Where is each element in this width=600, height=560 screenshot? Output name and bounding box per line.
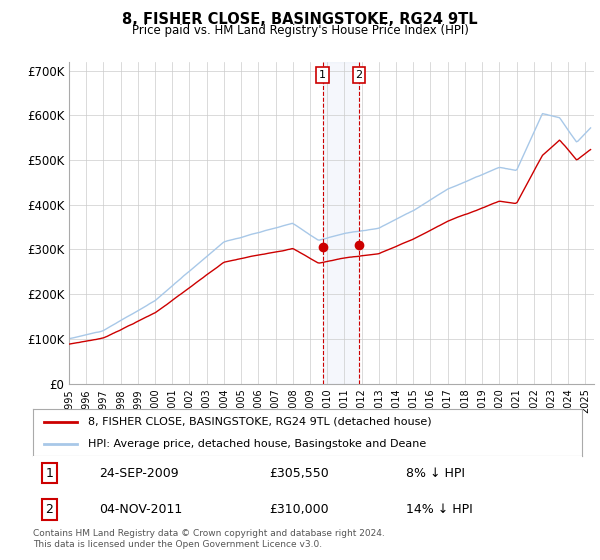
Text: 1: 1 xyxy=(46,466,53,480)
Text: Contains HM Land Registry data © Crown copyright and database right 2024.
This d: Contains HM Land Registry data © Crown c… xyxy=(33,529,385,549)
Text: 8, FISHER CLOSE, BASINGSTOKE, RG24 9TL: 8, FISHER CLOSE, BASINGSTOKE, RG24 9TL xyxy=(122,12,478,27)
Text: HPI: Average price, detached house, Basingstoke and Deane: HPI: Average price, detached house, Basi… xyxy=(88,438,426,449)
Text: 8, FISHER CLOSE, BASINGSTOKE, RG24 9TL (detached house): 8, FISHER CLOSE, BASINGSTOKE, RG24 9TL (… xyxy=(88,417,431,427)
Text: Price paid vs. HM Land Registry's House Price Index (HPI): Price paid vs. HM Land Registry's House … xyxy=(131,24,469,36)
Text: 8% ↓ HPI: 8% ↓ HPI xyxy=(406,466,466,480)
Text: £310,000: £310,000 xyxy=(269,503,329,516)
Text: 1: 1 xyxy=(319,70,326,80)
Text: 04-NOV-2011: 04-NOV-2011 xyxy=(99,503,182,516)
Text: 2: 2 xyxy=(355,70,362,80)
Text: 14% ↓ HPI: 14% ↓ HPI xyxy=(406,503,473,516)
Text: 2: 2 xyxy=(46,503,53,516)
Bar xyxy=(323,62,359,384)
Text: 24-SEP-2009: 24-SEP-2009 xyxy=(99,466,179,480)
Text: £305,550: £305,550 xyxy=(269,466,329,480)
